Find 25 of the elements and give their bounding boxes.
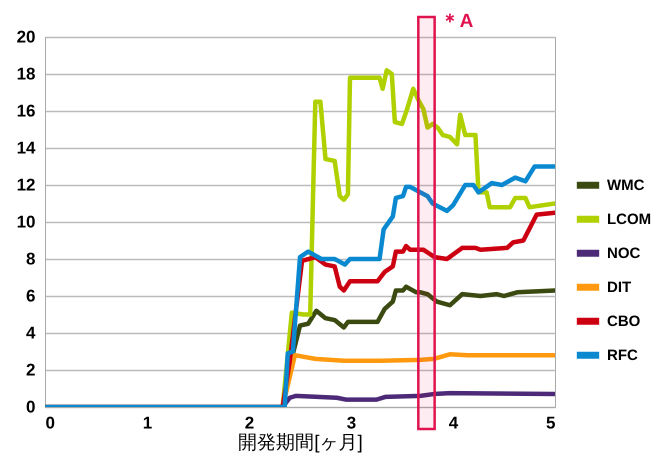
y-tick-label: 16 (16, 102, 36, 120)
x-tick-label: 5 (546, 414, 556, 432)
y-tick-label: 2 (26, 360, 36, 380)
x-axis-title: 開発期間[ヶ月] (238, 432, 363, 454)
legend-label: RFC (607, 347, 638, 364)
x-tick-label: 2 (244, 414, 254, 432)
legend-label: WMC (607, 177, 645, 194)
y-tick-label: 8 (26, 250, 36, 268)
y-tick-label: 20 (16, 28, 36, 46)
legend-label: LCOM (607, 211, 652, 228)
y-tick-label: 10 (16, 212, 36, 232)
x-tick-label: 4 (448, 414, 459, 432)
legend-label: NOC (607, 245, 640, 262)
legend-label: DIT (607, 279, 632, 296)
y-tick-label: 6 (26, 286, 36, 306)
x-tick-label: 0 (46, 414, 55, 432)
x-tick-label: 3 (346, 414, 356, 432)
y-tick-label: 0 (26, 398, 36, 416)
x-tick-label: 1 (142, 414, 152, 432)
y-tick-label: 12 (16, 176, 36, 194)
y-tick-label: 14 (16, 138, 36, 158)
y-tick-label: 4 (26, 324, 36, 342)
y-tick-label: 18 (16, 64, 36, 84)
band-label: ＊A (440, 11, 474, 32)
legend-label: CBO (607, 313, 641, 330)
